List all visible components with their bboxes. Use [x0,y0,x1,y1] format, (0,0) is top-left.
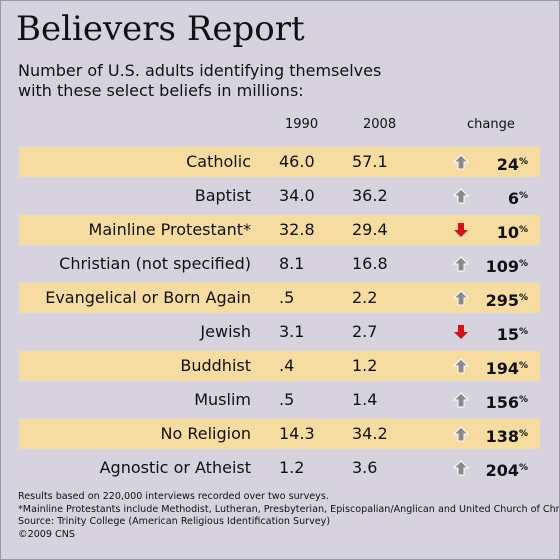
footnotes: Results based on 220,000 interviews reco… [18,491,560,541]
value-1990: 34.0 [279,186,315,205]
change-value: 15 [496,325,519,344]
arrow-down-icon [454,325,468,339]
arrow-up-icon [453,426,469,442]
change-value: 109 [485,257,519,276]
value-1990: .5 [279,390,295,409]
percent-sign: % [518,225,528,235]
value-2008: 57.1 [352,152,388,171]
change-value: 156 [485,393,519,412]
table-row: Catholic 46.0 57.1 24% [19,147,540,177]
value-1990: 1.2 [279,458,305,477]
row-label: Agnostic or Atheist [99,458,251,477]
change-percent: 109% [486,249,528,279]
value-2008: 2.2 [352,288,378,307]
change-value: 138 [485,427,519,446]
arrow-up-icon [453,392,469,408]
value-2008: 29.4 [352,220,388,239]
change-percent: 204% [486,453,528,483]
change-percent: 24% [497,147,528,177]
percent-sign: % [518,361,528,371]
column-header-1990: 1990 [285,117,319,132]
percent-sign: % [518,429,528,439]
footnote-sample: Results based on 220,000 interviews reco… [18,491,329,502]
footnote-mainline: *Mainline Protestants include Methodist,… [18,503,560,515]
change-percent: 295% [486,283,528,313]
table-row: Buddhist .4 1.2 194% [19,351,540,381]
percent-sign: % [518,463,528,473]
value-1990: 46.0 [279,152,315,171]
row-label: Christian (not specified) [59,254,251,273]
value-2008: 2.7 [352,322,378,341]
arrow-down-icon [454,223,468,237]
change-percent: 138% [486,419,528,449]
row-label: Evangelical or Born Again [45,288,251,307]
value-1990: 3.1 [279,322,305,341]
value-1990: 32.8 [279,220,315,239]
table-row: Mainline Protestant* 32.8 29.4 10% [19,215,540,245]
percent-sign: % [518,191,528,201]
row-label: Buddhist [180,356,251,375]
footnote-copyright: ©2009 CNS [18,528,76,540]
arrow-up-icon [453,290,469,306]
change-percent: 15% [497,317,528,347]
row-label: No Religion [160,424,251,443]
arrow-up-icon [453,358,469,374]
row-label: Muslim [194,390,251,409]
table-row: No Religion 14.3 34.2 138% [19,419,540,449]
footnote-source: Source: Trinity College (American Religi… [18,516,331,527]
change-percent: 194% [486,351,528,381]
change-value: 204 [485,461,519,480]
arrow-up-icon [453,188,469,204]
change-value: 295 [485,291,519,310]
change-percent: 10% [497,215,528,245]
row-label: Jewish [200,322,251,341]
table-row: Jewish 3.1 2.7 15% [19,317,540,347]
value-2008: 3.6 [352,458,378,477]
value-1990: .4 [279,356,295,375]
row-label: Baptist [194,186,251,205]
change-value: 6 [507,189,519,208]
table-row: Agnostic or Atheist 1.2 3.6 204% [19,453,540,483]
percent-sign: % [518,395,528,405]
column-header-2008: 2008 [363,117,397,132]
change-percent: 156% [486,385,528,415]
table-row: Evangelical or Born Again .5 2.2 295% [19,283,540,313]
percent-sign: % [518,327,528,337]
value-1990: 8.1 [279,254,305,273]
change-value: 10 [496,223,519,242]
row-label: Mainline Protestant* [88,220,251,239]
value-2008: 16.8 [352,254,388,273]
percent-sign: % [518,157,528,167]
percent-sign: % [518,293,528,303]
value-2008: 34.2 [352,424,388,443]
chart-title: Believers Report [16,9,305,49]
arrow-up-icon [453,256,469,272]
percent-sign: % [518,259,528,269]
table-row: Christian (not specified) 8.1 16.8 109% [19,249,540,279]
value-2008: 1.4 [352,390,378,409]
arrow-up-icon [453,460,469,476]
value-2008: 1.2 [352,356,378,375]
column-header-change: change [467,117,515,132]
row-label: Catholic [186,152,251,171]
value-1990: 14.3 [279,424,315,443]
change-value: 194 [485,359,519,378]
change-value: 24 [496,155,519,174]
chart-subtitle: Number of U.S. adults identifying themse… [18,61,382,100]
change-percent: 6% [508,181,528,211]
value-2008: 36.2 [352,186,388,205]
arrow-up-icon [453,154,469,170]
table-row: Baptist 34.0 36.2 6% [19,181,540,211]
table-row: Muslim .5 1.4 156% [19,385,540,415]
value-1990: .5 [279,288,295,307]
